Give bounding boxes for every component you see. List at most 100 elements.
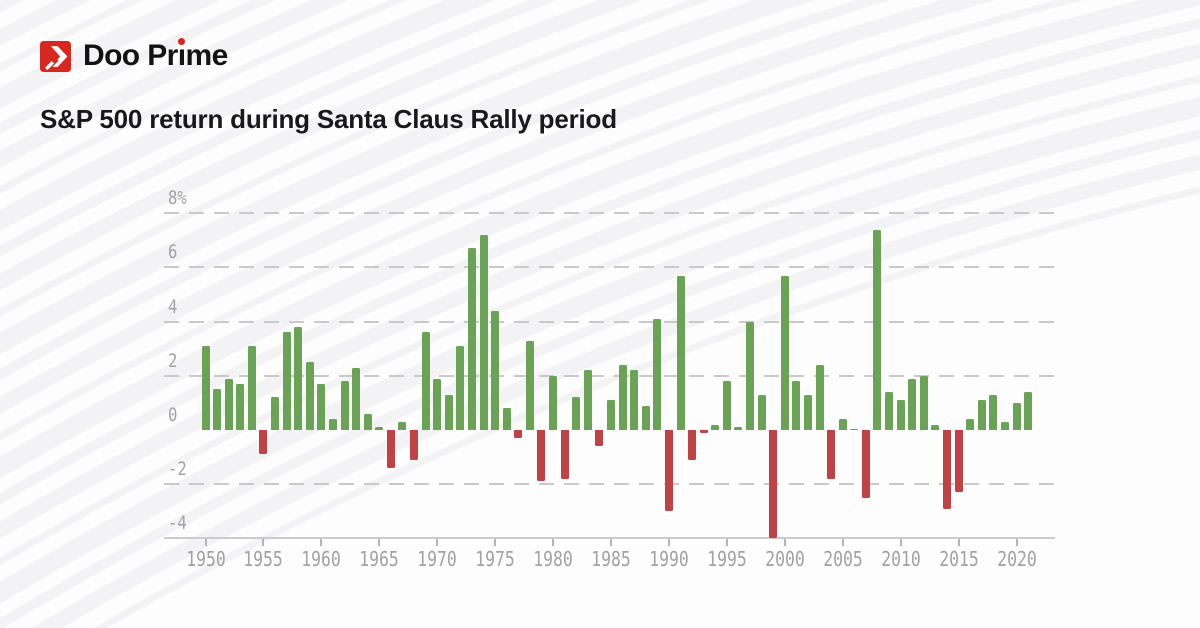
x-tick-1990	[667, 539, 670, 547]
bar-2001	[792, 381, 801, 430]
x-tick-label-2015: 2015	[938, 547, 979, 571]
bar-1983	[583, 370, 592, 430]
brand-logo-icon	[40, 40, 71, 72]
x-tick-1980	[552, 539, 555, 547]
x-tick-1965	[378, 539, 381, 547]
bar-2017	[977, 400, 986, 430]
bar-1957	[282, 332, 291, 430]
x-tick-label-1950: 1950	[185, 547, 226, 571]
x-tick-1970	[436, 539, 439, 547]
x-tick-label-2020: 2020	[996, 547, 1037, 571]
bar-1974	[479, 234, 488, 430]
x-tick-2015	[957, 539, 960, 547]
x-tick-1950	[204, 539, 207, 547]
bar-1977	[514, 430, 523, 439]
x-tick-label-1990: 1990	[649, 547, 689, 571]
bar-1990	[664, 430, 673, 512]
bar-1962	[340, 381, 349, 430]
bar-1966	[386, 430, 395, 468]
bar-1959	[305, 362, 314, 430]
bar-2010	[896, 400, 905, 430]
x-tick-label-2005: 2005	[822, 547, 863, 571]
bar-1978	[525, 340, 534, 430]
bar-1973	[467, 248, 476, 430]
x-tick-1995	[725, 539, 728, 547]
bar-2015	[954, 430, 963, 493]
bar-1989	[653, 318, 662, 430]
bar-1961	[328, 419, 337, 430]
bar-1992	[688, 430, 697, 460]
bar-1956	[271, 397, 280, 430]
bar-2007	[861, 430, 870, 498]
bar-1965	[375, 427, 384, 430]
bar-1972	[456, 346, 465, 430]
bar-1995	[722, 381, 731, 430]
bar-1953	[236, 383, 245, 430]
bar-1954	[247, 346, 256, 430]
x-tick-label-2010: 2010	[880, 547, 921, 571]
x-tick-label-1955: 1955	[243, 547, 284, 571]
bar-1988	[641, 405, 650, 430]
gridline-8%	[164, 212, 1055, 215]
bar-1981	[560, 430, 569, 479]
bar-1993	[699, 430, 708, 433]
bar-1982	[572, 397, 581, 430]
bar-1967	[398, 421, 407, 430]
x-tick-label-1970: 1970	[417, 547, 457, 571]
bar-1987	[630, 370, 639, 430]
bar-2004	[827, 430, 836, 479]
x-tick-label-1965: 1965	[359, 547, 400, 571]
gridline--4	[164, 537, 1055, 540]
x-tick-2010	[899, 539, 902, 547]
brand-logo: Doo Prı me	[40, 38, 228, 73]
chart-title: S&P 500 return during Santa Claus Rally …	[40, 104, 617, 134]
bar-1986	[618, 364, 627, 430]
bar-2005	[838, 419, 847, 430]
bar-2002	[803, 394, 812, 430]
bar-1970	[433, 378, 442, 430]
bar-2006	[850, 428, 859, 430]
bar-1976	[502, 408, 511, 430]
bar-1963	[352, 367, 361, 430]
bar-1969	[421, 332, 430, 430]
x-tick-1975	[494, 539, 497, 547]
bar-1955	[259, 430, 268, 455]
bar-2000	[780, 275, 789, 430]
bar-2012	[919, 375, 928, 430]
y-tick-label-2: 2	[168, 349, 178, 372]
y-tick-label-8%: 8%	[168, 187, 187, 210]
x-tick-1960	[320, 539, 323, 547]
y-tick-label-4: 4	[168, 295, 178, 318]
bar-1975	[491, 310, 500, 430]
gridline-6	[164, 266, 1055, 269]
brand-i-dot	[178, 38, 186, 45]
bar-2011	[908, 378, 917, 430]
bar-1964	[363, 413, 372, 430]
bar-1971	[444, 394, 453, 430]
bar-1958	[294, 327, 303, 430]
brand-wordmark: Doo Prı me	[83, 38, 228, 72]
bar-1952	[224, 378, 233, 430]
bar-1985	[607, 400, 615, 430]
bar-1980	[549, 375, 558, 430]
bar-1950	[201, 346, 210, 430]
gridline--2	[164, 483, 1055, 486]
bar-1968	[410, 430, 419, 460]
x-tick-label-2000: 2000	[765, 547, 805, 571]
bar-2020	[1012, 402, 1021, 430]
x-tick-1985	[610, 539, 612, 547]
bar-1951	[213, 389, 222, 430]
y-tick-label--2: -2	[168, 458, 187, 481]
bar-1996	[734, 427, 743, 430]
bar-1997	[746, 321, 755, 430]
x-tick-label-1975: 1975	[475, 547, 515, 571]
bar-2008	[873, 229, 882, 430]
y-tick-label-0: 0	[168, 404, 178, 426]
bar-2016	[966, 419, 975, 430]
bar-1979	[537, 430, 546, 482]
bar-1984	[595, 430, 604, 447]
bar-2009	[885, 392, 894, 430]
x-tick-2000	[783, 539, 786, 547]
